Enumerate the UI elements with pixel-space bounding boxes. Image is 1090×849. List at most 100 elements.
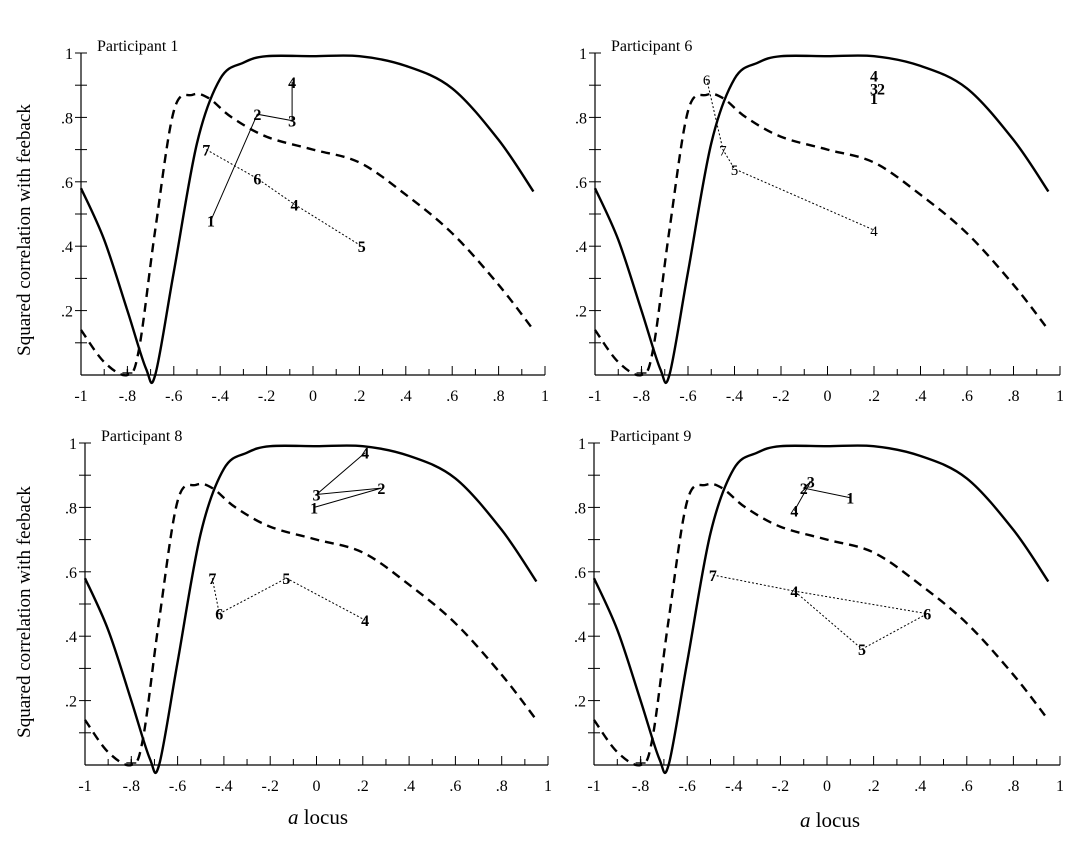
y-tick-label: .8 xyxy=(61,110,73,127)
y-axis-label: Squared correlation with feeback xyxy=(14,486,35,738)
x-tick-label: -1 xyxy=(78,778,91,795)
y-tick-label: 1 xyxy=(69,436,77,453)
y-tick-label: .8 xyxy=(65,500,77,517)
y-tick-label: .2 xyxy=(575,304,587,321)
x-tick-label: -.6 xyxy=(169,778,186,795)
x-tick-label: -.4 xyxy=(726,388,743,405)
y-tick-label: .8 xyxy=(574,500,586,517)
x-tick-label: .4 xyxy=(403,778,415,795)
x-tick-label: .8 xyxy=(1008,388,1020,405)
x-tick-label: -.8 xyxy=(632,778,649,795)
panel-title: Participant 6 xyxy=(611,38,692,55)
x-axis-label: a locus xyxy=(288,805,348,829)
y-tick-label: .6 xyxy=(61,175,73,192)
x-tick-label: -.2 xyxy=(258,388,275,405)
point-label: 4 xyxy=(870,69,878,86)
point-label: 3 xyxy=(870,81,878,98)
y-tick-label: .6 xyxy=(65,565,77,582)
dashed-curve xyxy=(594,92,1050,377)
panel-2: -1 -.8 -.6 -.4 -.2 0 .2 .4 .6 .8 1 .2 .4 .6 .8 1 Partici… xyxy=(575,38,1064,405)
x-tick-label: -.4 xyxy=(725,778,742,795)
y-tick-label: .6 xyxy=(575,175,587,192)
x-tick-label: -.2 xyxy=(772,388,789,405)
point-label: 1 xyxy=(310,500,318,517)
trajectory-dotted xyxy=(206,149,362,247)
x-tick-label: -1 xyxy=(588,388,601,405)
y-tick-label: .2 xyxy=(65,694,77,711)
x-tick-label: -.8 xyxy=(119,388,136,405)
y-tick-label: 1 xyxy=(578,436,586,453)
x-tick-label: 0 xyxy=(823,778,831,795)
x-tick-label: 1 xyxy=(1056,388,1064,405)
panel-4: -1 -.8 -.6 -.4 -.2 0 .2 .4 .6 .8 1 .2 .4 .6 .8 1 Partici… xyxy=(574,428,1064,795)
x-tick-label: 0 xyxy=(309,388,317,405)
x-tick-label: 0 xyxy=(824,388,832,405)
y-tick-label: 1 xyxy=(579,46,587,63)
x-tick-label: .4 xyxy=(400,388,412,405)
point-label: 4 xyxy=(870,224,878,240)
x-tick-label: .4 xyxy=(914,778,926,795)
solid-curve xyxy=(83,444,538,775)
x-tick-label: -.8 xyxy=(123,778,140,795)
x-axis-label-italic: a xyxy=(800,808,811,832)
trajectory-solid xyxy=(314,452,382,508)
trajectory-dotted xyxy=(712,574,929,650)
y-axis-label: Squared correlation with feeback xyxy=(14,104,35,356)
panel-1: -1 -.8 -.6 -.4 -.2 0 .2 .4 .6 .8 1 .2 .4 .6 .8 1 Partici… xyxy=(61,38,549,405)
x-tick-label: .6 xyxy=(449,778,461,795)
x-tick-label: 0 xyxy=(313,778,321,795)
x-tick-label: -.6 xyxy=(679,388,696,405)
point-label: 6 xyxy=(253,172,261,189)
x-axis-label-rest: locus xyxy=(810,808,860,832)
y-tick-label: .4 xyxy=(574,629,586,646)
point-label: 3 xyxy=(313,488,321,505)
solid-curve xyxy=(592,444,1050,775)
point-label: 1 xyxy=(870,91,878,108)
point-label: 4 xyxy=(790,504,798,521)
point-label: 1 xyxy=(846,491,854,508)
point-label: 7 xyxy=(208,571,216,588)
solid-curve xyxy=(79,54,535,385)
point-label: 3 xyxy=(807,475,815,492)
y-tick-label: 1 xyxy=(65,46,73,63)
x-tick-label: .2 xyxy=(357,778,369,795)
point-label: 5 xyxy=(358,239,366,256)
panel-title: Participant 8 xyxy=(101,428,182,445)
y-tick-label: .4 xyxy=(575,239,587,256)
x-tick-label: 1 xyxy=(544,778,552,795)
x-tick-label: 1 xyxy=(541,388,549,405)
trajectory-dotted xyxy=(706,78,875,231)
x-tick-label: .6 xyxy=(961,778,973,795)
y-tick-label: .6 xyxy=(574,565,586,582)
trajectory-dotted xyxy=(211,577,366,621)
x-tick-label: -.2 xyxy=(772,778,789,795)
point-label: 7 xyxy=(719,144,727,160)
x-tick-label: -.6 xyxy=(679,778,696,795)
point-label: 6 xyxy=(703,73,711,89)
point-label: 4 xyxy=(288,75,296,92)
x-tick-label: -.4 xyxy=(215,778,232,795)
dashed-curve xyxy=(84,482,538,767)
y-tick-label: .8 xyxy=(575,110,587,127)
trajectory-solid xyxy=(210,82,293,221)
x-tick-label: .2 xyxy=(868,388,880,405)
x-tick-label: .4 xyxy=(915,388,927,405)
point-label: 6 xyxy=(215,607,223,624)
x-tick-label: 1 xyxy=(1056,778,1064,795)
point-label: 4 xyxy=(790,584,798,601)
x-tick-label: -.2 xyxy=(262,778,279,795)
x-tick-label: -.6 xyxy=(165,388,182,405)
x-tick-label: -.8 xyxy=(633,388,650,405)
point-label: 5 xyxy=(731,163,739,179)
y-tick-label: .2 xyxy=(574,694,586,711)
x-axis-label-italic: a xyxy=(288,805,299,829)
y-tick-label: .2 xyxy=(61,304,73,321)
panel-3: -1 -.8 -.6 -.4 -.2 0 .2 .4 .6 .8 1 .2 .4 .6 .8 1 Partici… xyxy=(65,428,552,795)
panel-title: Participant 9 xyxy=(610,428,691,445)
point-label: 7 xyxy=(202,143,210,160)
point-label: 4 xyxy=(290,197,298,214)
x-tick-label: .2 xyxy=(353,388,365,405)
panel-title: Participant 1 xyxy=(97,38,178,55)
point-label: 2 xyxy=(377,481,385,498)
